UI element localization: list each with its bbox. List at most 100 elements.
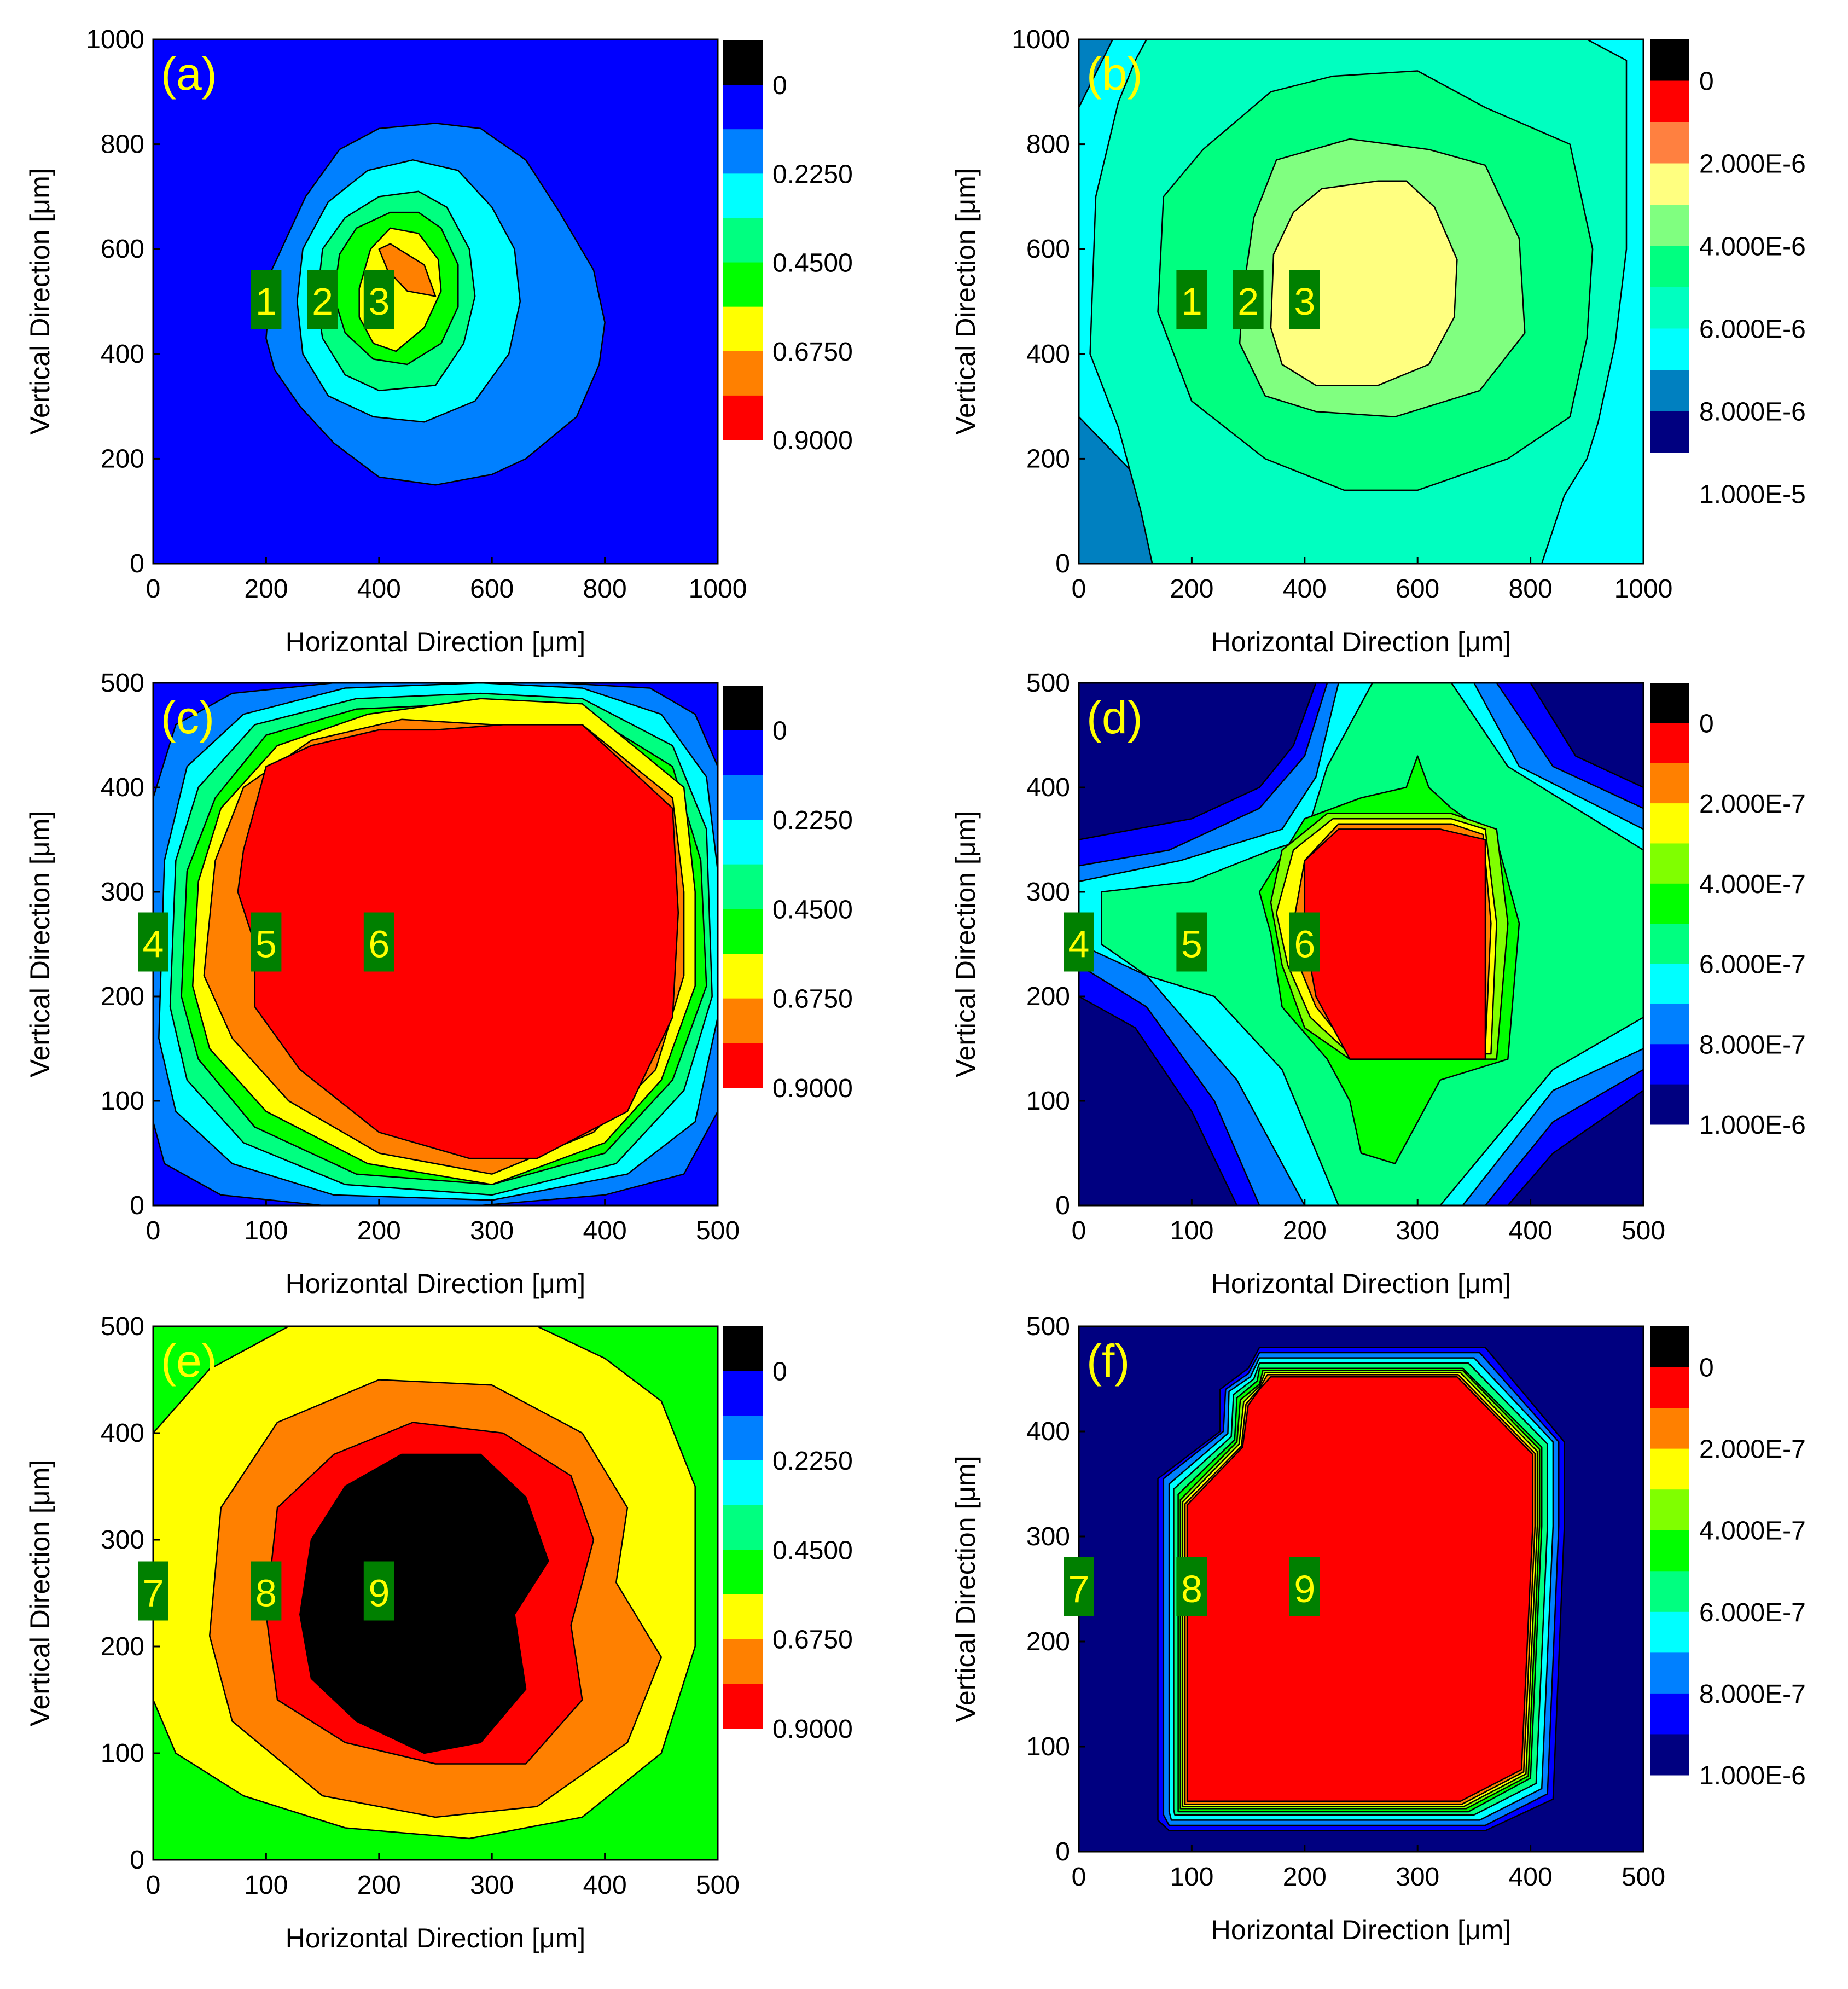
colorbar-swatch (723, 686, 763, 731)
x-tick-label: 200 (357, 1216, 401, 1245)
point-marker (251, 912, 282, 972)
point-marker (363, 1561, 394, 1621)
x-tick-label: 300 (1396, 1863, 1439, 1892)
colorbar-swatch (1650, 411, 1689, 453)
colorbar-swatch (723, 998, 763, 1043)
colorbar-swatch (723, 1594, 763, 1640)
x-tick-label: 0 (1072, 1863, 1086, 1892)
x-tick-label: 400 (1283, 575, 1327, 604)
colorbar-swatch (1650, 80, 1689, 123)
contour-fill-area (153, 1326, 718, 1860)
colorbar-swatch (1650, 1004, 1689, 1045)
point-marker (1289, 1557, 1320, 1616)
x-tick-label: 0 (1072, 575, 1086, 604)
x-axis-label: Horizontal Direction [μm] (1211, 1268, 1511, 1299)
x-tick-label: 200 (357, 1871, 401, 1900)
point-marker (1064, 912, 1094, 972)
point-marker (1176, 912, 1207, 972)
point-marker (363, 270, 394, 329)
point-marker (1289, 270, 1320, 329)
point-marker-label: 1 (255, 280, 277, 323)
y-tick-label: 400 (101, 1419, 144, 1448)
y-tick-label: 200 (101, 1632, 144, 1661)
point-marker (1176, 270, 1207, 329)
point-marker (251, 270, 282, 329)
colorbar-swatch (723, 1326, 763, 1372)
colorbar-swatch (723, 40, 763, 85)
colorbar-swatch (723, 262, 763, 308)
colorbar-swatch (1650, 246, 1689, 288)
colorbar: 0 0.2250 0.4500 0.6750 0.9000 (723, 40, 853, 455)
colorbar-label: 6.000E-7 (1699, 1598, 1806, 1627)
point-marker-label: 9 (1294, 1568, 1315, 1610)
point-marker (251, 1561, 282, 1621)
x-tick-label: 200 (1283, 1863, 1327, 1892)
point-marker (1289, 912, 1320, 972)
colorbar-swatch (723, 1639, 763, 1684)
y-axis-label: Vertical Direction [μm] (950, 168, 981, 434)
y-tick-label: 100 (101, 1087, 144, 1116)
panel-label: (d) (1086, 692, 1143, 743)
colorbar-swatch (1650, 122, 1689, 164)
colorbar-swatch (723, 306, 763, 352)
colorbar-label: 0.2250 (772, 1447, 853, 1476)
colorbar-swatch (1650, 803, 1689, 844)
y-axis-label: Vertical Direction [μm] (25, 811, 55, 1077)
y-axis-label: Vertical Direction [μm] (25, 168, 55, 434)
colorbar-label: 0 (772, 1358, 787, 1387)
contour-panel-5: 0 100 200 300 400 500 0 100 200 300 400 500 Horizont… (950, 1312, 1806, 1945)
colorbar-label: 8.000E-7 (1699, 1030, 1806, 1059)
point-marker-label: 5 (1181, 923, 1202, 966)
y-tick-label: 200 (101, 982, 144, 1011)
contour-panel-3: 0 100 200 300 400 500 0 100 200 300 400 500 Horizont… (950, 669, 1806, 1299)
colorbar-swatch (1650, 328, 1689, 370)
colorbar-swatch (1650, 1652, 1689, 1694)
colorbar-label: 1.000E-6 (1699, 1761, 1806, 1790)
point-marker-label: 7 (143, 1572, 164, 1615)
colorbar-label: 0 (1699, 1354, 1714, 1383)
y-tick-label: 0 (130, 1846, 144, 1875)
colorbar-label: 0.2250 (772, 806, 853, 835)
colorbar-label: 4.000E-7 (1699, 870, 1806, 899)
point-marker (363, 912, 394, 972)
panel-label: (c) (161, 692, 214, 743)
x-tick-label: 0 (146, 575, 161, 604)
y-tick-label: 200 (1026, 444, 1070, 473)
y-tick-label: 500 (1026, 1312, 1070, 1341)
y-tick-label: 100 (101, 1739, 144, 1768)
x-tick-label: 0 (1072, 1216, 1086, 1245)
y-tick-label: 400 (1026, 340, 1070, 369)
colorbar-swatch (723, 351, 763, 396)
colorbar-swatch (723, 1043, 763, 1088)
plot-frame (152, 38, 719, 565)
x-tick-label: 400 (583, 1871, 627, 1900)
colorbar: 0 0.2250 0.4500 0.6750 0.9000 (723, 1326, 853, 1744)
y-tick-label: 500 (101, 1312, 144, 1341)
point-marker-label: 8 (1181, 1568, 1202, 1610)
x-tick-label: 0 (146, 1216, 161, 1245)
y-tick-label: 100 (1026, 1087, 1070, 1116)
x-axis-label: Horizontal Direction [μm] (1211, 1915, 1511, 1945)
y-tick-label: 1000 (1012, 25, 1070, 54)
colorbar-swatch (723, 954, 763, 999)
y-tick-label: 200 (101, 444, 144, 473)
colorbar-swatch (1650, 1367, 1689, 1408)
colorbar-label: 0 (1699, 67, 1714, 96)
colorbar-label: 0.9000 (772, 1715, 853, 1744)
panel-label: (a) (161, 48, 217, 100)
point-marker-label: 6 (1294, 923, 1315, 966)
colorbar: 0 2.000E-7 4.000E-7 6.000E-7 8.000E-7 1.000E-… (1650, 1326, 1806, 1790)
colorbar-swatch (723, 395, 763, 440)
colorbar-swatch (1650, 964, 1689, 1005)
contour-panel-0: 0 200 400 600 800 1000 0 200 400 600 800 1000 Horizo… (25, 25, 853, 657)
x-tick-label: 800 (583, 575, 627, 604)
x-tick-label: 100 (244, 1216, 288, 1245)
colorbar-label: 4.000E-7 (1699, 1517, 1806, 1546)
y-axis-label: Vertical Direction [μm] (25, 1460, 55, 1726)
x-axis-label: Horizontal Direction [μm] (1211, 627, 1511, 657)
colorbar-swatch (1650, 1734, 1689, 1776)
point-marker-label: 2 (1237, 280, 1259, 323)
y-tick-label: 300 (101, 1526, 144, 1555)
y-tick-label: 300 (1026, 1522, 1070, 1551)
panel-label: (b) (1086, 48, 1143, 100)
